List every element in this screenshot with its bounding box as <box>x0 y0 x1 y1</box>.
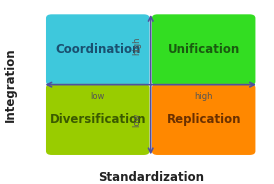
Text: high: high <box>194 92 213 101</box>
FancyBboxPatch shape <box>46 84 150 155</box>
Text: Replication: Replication <box>166 113 241 126</box>
Text: high: high <box>133 37 141 55</box>
FancyBboxPatch shape <box>152 14 255 85</box>
Text: low: low <box>91 92 105 101</box>
Text: Coordination: Coordination <box>55 43 141 56</box>
Text: Unification: Unification <box>167 43 240 56</box>
FancyBboxPatch shape <box>46 14 150 85</box>
Text: Integration: Integration <box>4 47 17 122</box>
Text: Standardization: Standardization <box>98 171 204 184</box>
FancyBboxPatch shape <box>152 84 255 155</box>
Text: Diversification: Diversification <box>50 113 146 126</box>
Text: low: low <box>133 113 141 127</box>
